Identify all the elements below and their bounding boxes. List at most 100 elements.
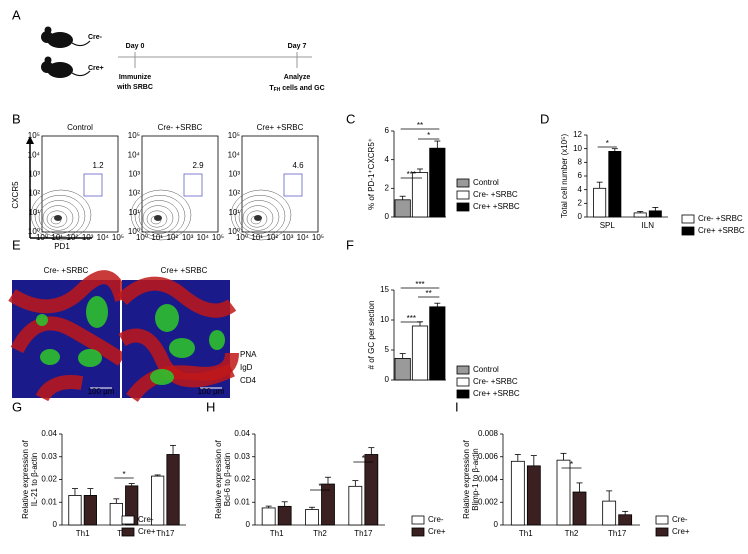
significance-label: * bbox=[570, 460, 573, 469]
y-axis-label: Blimp-1 to β-actin bbox=[471, 448, 480, 510]
x-tick-label: Th1 bbox=[519, 529, 533, 538]
legend-swatch bbox=[655, 527, 669, 537]
bar bbox=[348, 485, 363, 526]
bar bbox=[83, 495, 97, 526]
y-tick-label: 0.03 bbox=[234, 452, 250, 461]
y-tick-label: 0.008 bbox=[478, 429, 499, 438]
y-tick-label: 0 bbox=[53, 520, 58, 529]
panel-label: E bbox=[12, 237, 21, 252]
flow-tick-label: 10¹ bbox=[251, 233, 263, 242]
flow-plot-frame bbox=[41, 135, 119, 233]
contour bbox=[138, 200, 180, 234]
significance-label: *** bbox=[407, 170, 416, 179]
flow-title: Cre+ +SRBC bbox=[257, 123, 304, 132]
legend-label: Cre+ bbox=[428, 527, 446, 536]
mouse-icon bbox=[41, 61, 53, 73]
mouse-icon bbox=[71, 40, 91, 47]
legend-label: Cre+ +SRBC bbox=[473, 202, 520, 211]
y-tick-label: 0 bbox=[578, 212, 583, 221]
day-label: Day 0 bbox=[126, 43, 145, 50]
bar bbox=[261, 507, 276, 526]
gate-percent: 4.6 bbox=[292, 161, 304, 170]
flow-tick-label: 10⁵ bbox=[28, 131, 40, 140]
y-tick-label: 0.03 bbox=[41, 452, 57, 461]
contour bbox=[42, 205, 74, 231]
legend-swatch bbox=[411, 527, 425, 537]
y-tick-label: 2 bbox=[385, 183, 390, 192]
y-tick-label: 10 bbox=[380, 315, 389, 324]
y-tick-label: 0 bbox=[494, 520, 499, 529]
flow-tick-label: 10² bbox=[228, 189, 240, 198]
legend-label: Cre- bbox=[672, 515, 688, 524]
x-tick-label: Th17 bbox=[608, 529, 627, 538]
flow-tick-label: 10⁰ bbox=[128, 227, 140, 236]
significance-label: * bbox=[606, 139, 609, 148]
flow-tick-label: 10² bbox=[267, 233, 279, 242]
step-label: with SRBC bbox=[116, 84, 153, 91]
y-tick-label: 0.04 bbox=[41, 429, 57, 438]
bar bbox=[305, 509, 319, 526]
flow-plot-frame bbox=[241, 135, 319, 233]
igd-stain bbox=[126, 352, 239, 403]
contour bbox=[130, 189, 192, 241]
pna-stain bbox=[40, 349, 60, 365]
flow-plot-frame bbox=[141, 135, 219, 233]
bar bbox=[608, 150, 622, 218]
x-tick-label: Th17 bbox=[156, 529, 175, 538]
legend-label: Control bbox=[473, 178, 499, 187]
y-tick-label: 0 bbox=[246, 520, 251, 529]
mouse-icon bbox=[44, 56, 52, 64]
contour bbox=[146, 210, 168, 228]
igd-stain bbox=[8, 270, 129, 314]
legend-label: Cre- +SRBC bbox=[698, 214, 743, 223]
igd-stain bbox=[35, 375, 84, 402]
bar bbox=[166, 454, 180, 526]
x-tick-label: SPL bbox=[600, 221, 616, 230]
y-axis-label: IL-21 to β-actin bbox=[30, 453, 39, 507]
y-tick-label: 4 bbox=[385, 155, 390, 164]
bar bbox=[429, 147, 446, 218]
mouse-icon bbox=[41, 31, 53, 43]
channel-label: IgD bbox=[240, 363, 253, 372]
contour bbox=[238, 200, 280, 234]
flow-tick-label: 10³ bbox=[282, 233, 294, 242]
channel-label: PNA bbox=[240, 350, 257, 359]
scale-label: 100 µm bbox=[88, 387, 115, 396]
bar bbox=[510, 460, 525, 526]
legend-label: Cre- bbox=[138, 515, 154, 524]
step-label-part: cells and GC bbox=[280, 85, 324, 92]
y-tick-label: 15 bbox=[380, 285, 389, 294]
contour bbox=[34, 194, 86, 238]
gate bbox=[283, 173, 303, 197]
significance-label: *** bbox=[415, 280, 424, 289]
bar bbox=[648, 210, 662, 218]
legend-label: Cre+ bbox=[672, 527, 690, 536]
y-tick-label: 6 bbox=[578, 171, 583, 180]
bar bbox=[429, 306, 446, 381]
significance-label: * bbox=[318, 482, 321, 491]
legend-swatch bbox=[456, 178, 470, 188]
gate-percent: 1.2 bbox=[92, 161, 104, 170]
flow-tick-label: 10⁵ bbox=[112, 233, 124, 242]
legend-label: Cre- +SRBC bbox=[473, 190, 518, 199]
pna-stain bbox=[150, 369, 174, 385]
legend-swatch bbox=[456, 377, 470, 387]
y-tick-label: 5 bbox=[385, 345, 390, 354]
flow-title: Cre- +SRBC bbox=[158, 123, 203, 132]
axis-arrow bbox=[26, 136, 34, 144]
flow-tick-label: 10¹ bbox=[128, 208, 140, 217]
gate bbox=[183, 173, 203, 197]
bar bbox=[526, 465, 541, 526]
gate bbox=[83, 173, 103, 197]
panel-label: A bbox=[12, 7, 21, 22]
legend-swatch bbox=[456, 389, 470, 399]
flow-tick-label: 10⁴ bbox=[97, 233, 110, 242]
x-tick-label: ILN bbox=[642, 221, 655, 230]
y-tick-label: 2 bbox=[578, 198, 583, 207]
legend-label: Cre+ bbox=[138, 527, 156, 536]
panel-label: G bbox=[12, 399, 22, 414]
step-label-part: FH bbox=[274, 87, 281, 93]
y-tick-label: 0.04 bbox=[234, 429, 250, 438]
x-tick-label: Th2 bbox=[313, 529, 327, 538]
flow-tick-label: 10⁰ bbox=[136, 233, 148, 242]
